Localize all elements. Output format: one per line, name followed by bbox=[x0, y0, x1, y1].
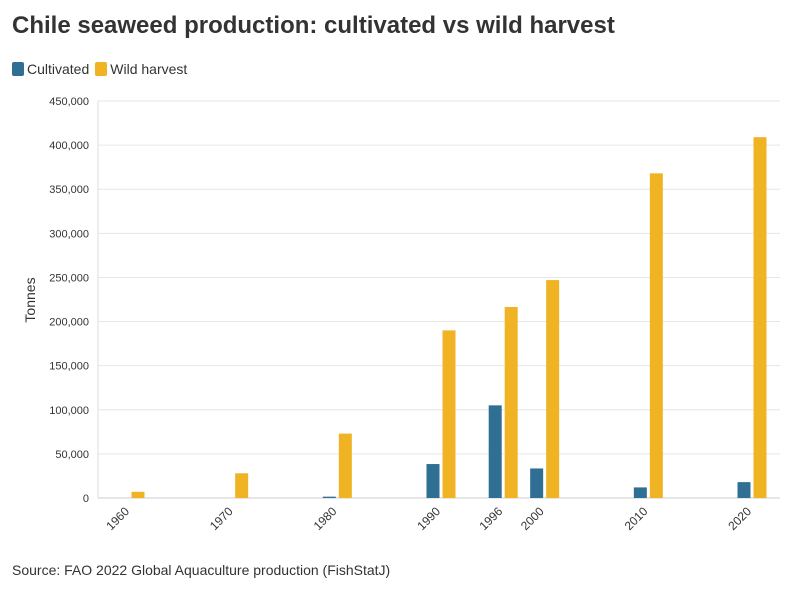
bar-wild-harvest-1990 bbox=[442, 330, 456, 498]
y-tick-label: 200,000 bbox=[49, 317, 89, 329]
x-tick-label: 2020 bbox=[725, 504, 754, 533]
bar-cultivated-1990 bbox=[426, 464, 440, 498]
y-tick-label: 50,000 bbox=[55, 449, 89, 461]
bar-wild-harvest-1980 bbox=[338, 433, 352, 498]
x-tick-label: 2000 bbox=[518, 504, 547, 533]
bar-wild-harvest-2020 bbox=[753, 137, 767, 498]
bar-cultivated-1996 bbox=[488, 405, 502, 498]
y-tick-label: 300,000 bbox=[49, 228, 89, 240]
legend-swatch-wild-harvest bbox=[95, 62, 108, 76]
x-tick-label: 1980 bbox=[311, 504, 340, 533]
bar-cultivated-1980 bbox=[322, 496, 336, 498]
x-tick-label: 1970 bbox=[207, 504, 236, 533]
y-tick-label: 150,000 bbox=[49, 361, 89, 373]
x-tick-label: 1960 bbox=[103, 504, 132, 533]
y-tick-label: 100,000 bbox=[49, 405, 89, 417]
bar-wild-harvest-2010 bbox=[649, 173, 663, 498]
legend-label-cultivated: Cultivated bbox=[27, 61, 90, 77]
chart-title: Chile seaweed production: cultivated vs … bbox=[12, 12, 615, 39]
legend-item-wild-harvest[interactable]: Wild harvest bbox=[95, 61, 187, 77]
bar-cultivated-2000 bbox=[530, 468, 544, 498]
y-axis-title: Tonnes bbox=[22, 277, 38, 322]
y-tick-label: 250,000 bbox=[49, 272, 89, 284]
source-note: Source: FAO 2022 Global Aquaculture prod… bbox=[12, 562, 391, 578]
legend-item-cultivated[interactable]: Cultivated bbox=[12, 61, 89, 77]
bar-wild-harvest-1960 bbox=[131, 491, 145, 498]
x-tick-label: 2010 bbox=[622, 504, 651, 533]
x-tick-label: 1996 bbox=[477, 504, 506, 533]
bar-wild-harvest-1970 bbox=[235, 473, 249, 498]
bar-cultivated-2020 bbox=[737, 482, 751, 498]
y-tick-label: 450,000 bbox=[49, 96, 89, 108]
legend-swatch-cultivated bbox=[12, 62, 24, 76]
y-tick-label: 350,000 bbox=[49, 184, 89, 196]
x-tick-label: 1990 bbox=[414, 504, 443, 533]
bar-wild-harvest-1996 bbox=[504, 306, 518, 498]
y-tick-label: 400,000 bbox=[49, 140, 89, 152]
legend-label-wild-harvest: Wild harvest bbox=[110, 61, 188, 77]
y-tick-label: 0 bbox=[83, 493, 89, 505]
legend: Cultivated Wild harvest bbox=[12, 61, 193, 77]
bar-wild-harvest-2000 bbox=[546, 280, 560, 498]
bar-cultivated-2010 bbox=[633, 487, 647, 498]
